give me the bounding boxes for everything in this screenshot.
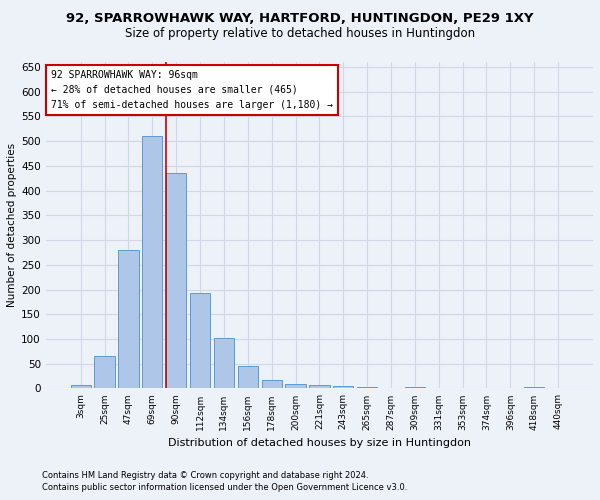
Text: Contains public sector information licensed under the Open Government Licence v3: Contains public sector information licen… <box>42 484 407 492</box>
Bar <box>94 356 115 388</box>
Bar <box>71 384 91 388</box>
Bar <box>166 174 187 388</box>
Bar <box>214 338 234 388</box>
Bar <box>405 387 425 388</box>
Bar <box>190 294 210 388</box>
Bar <box>142 136 163 388</box>
Bar <box>309 385 329 388</box>
Bar <box>333 386 353 388</box>
Y-axis label: Number of detached properties: Number of detached properties <box>7 143 17 308</box>
Bar <box>286 384 305 388</box>
X-axis label: Distribution of detached houses by size in Huntingdon: Distribution of detached houses by size … <box>168 438 471 448</box>
Text: 92 SPARROWHAWK WAY: 96sqm
← 28% of detached houses are smaller (465)
71% of semi: 92 SPARROWHAWK WAY: 96sqm ← 28% of detac… <box>51 70 333 110</box>
Bar <box>262 380 282 388</box>
Text: 92, SPARROWHAWK WAY, HARTFORD, HUNTINGDON, PE29 1XY: 92, SPARROWHAWK WAY, HARTFORD, HUNTINGDO… <box>66 12 534 26</box>
Bar <box>118 250 139 388</box>
Bar <box>357 386 377 388</box>
Bar <box>238 366 258 388</box>
Bar <box>524 387 544 388</box>
Text: Contains HM Land Registry data © Crown copyright and database right 2024.: Contains HM Land Registry data © Crown c… <box>42 471 368 480</box>
Text: Size of property relative to detached houses in Huntingdon: Size of property relative to detached ho… <box>125 28 475 40</box>
